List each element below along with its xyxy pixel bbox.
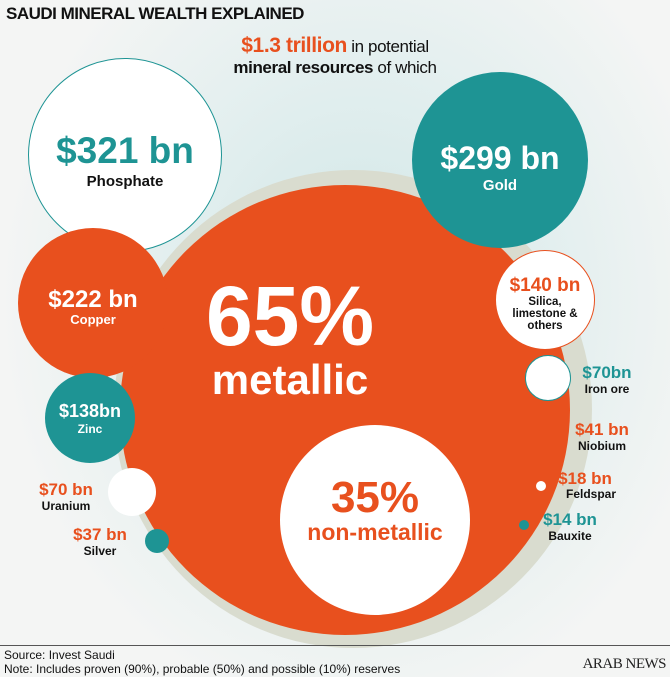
iron-ore-value: $70bn	[582, 363, 632, 382]
feldspar-name: Feldspar	[565, 487, 616, 501]
phosphate-value: $321 bn	[56, 130, 194, 171]
copper-bubble	[18, 228, 168, 378]
iron-ore-name: Iron ore	[584, 382, 630, 396]
nonmetallic-pct: 35%	[330, 473, 420, 522]
bauxite-bubble	[519, 520, 529, 530]
uranium-bubble	[108, 468, 156, 516]
niobium-name: Niobium	[578, 439, 626, 453]
copper-value: $222 bn	[48, 286, 138, 313]
gold-name: Gold	[482, 177, 518, 194]
feldspar-bubble	[535, 480, 547, 492]
zinc-name: Zinc	[77, 422, 103, 436]
note: Note: Includes proven (90%), probable (5…	[4, 662, 401, 676]
uranium-value: $70 bn	[39, 480, 93, 499]
zinc-value: $138bn	[58, 401, 122, 421]
bauxite-value: $14 bn	[543, 510, 597, 529]
phosphate-name: Phosphate	[86, 173, 164, 190]
silica-bubble	[495, 250, 595, 350]
metallic-label: metallic	[211, 356, 369, 403]
bauxite-name: Bauxite	[548, 529, 592, 543]
divider	[0, 645, 670, 646]
zinc-bubble	[45, 373, 135, 463]
nonmetallic-label: non-metallic	[307, 519, 443, 545]
copper-name: Copper	[70, 312, 116, 327]
nonmetallic-circle	[280, 425, 470, 615]
silver-name: Silver	[83, 544, 117, 558]
silica-value: $140 bn	[509, 275, 581, 296]
silver-bubble	[145, 529, 169, 553]
niobium-value: $41 bn	[575, 420, 629, 439]
source: Source: Invest Saudi	[4, 648, 115, 662]
subtitle: $1.3 trillion in potential mineral resou…	[233, 34, 437, 78]
silica-name: Silica, limestone & others	[512, 296, 578, 333]
feldspar-value: $18 bn	[558, 469, 612, 488]
uranium-name: Uranium	[41, 499, 91, 513]
niobium-bubble	[536, 422, 564, 450]
iron-ore-bubble	[525, 355, 571, 401]
arab-news-logo: ARAB NEWS	[582, 656, 667, 672]
phosphate-bubble	[28, 58, 222, 252]
silver-value: $37 bn	[73, 525, 127, 544]
gold-bubble	[412, 72, 588, 248]
metallic-pct: 65%	[205, 269, 375, 363]
title: SAUDI MINERAL WEALTH EXPLAINED	[6, 4, 304, 23]
gold-value: $299 bn	[440, 140, 560, 176]
